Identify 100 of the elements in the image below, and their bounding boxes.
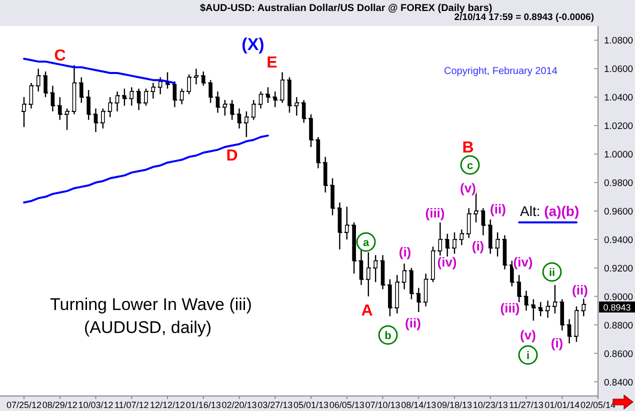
text: 0.8943 (603, 302, 631, 312)
candlestick (201, 70, 206, 86)
x-tick-label: 07/10/13 (365, 400, 400, 410)
candlestick (280, 72, 284, 104)
candlestick (424, 273, 428, 307)
candlestick (344, 206, 349, 240)
annotation: A (361, 302, 374, 320)
annotation: (ii) (405, 316, 421, 331)
candlestick (36, 68, 40, 92)
candlestick (180, 88, 184, 105)
y-tick-label: 1.0000 (604, 150, 634, 161)
candlestick (151, 82, 156, 100)
candlestick (316, 136, 320, 169)
x-tick-label: 05/01/13 (293, 400, 329, 410)
annotation: (v) (520, 328, 536, 343)
x-tick-label: 11/07/12 (114, 400, 149, 410)
y-tick-label: 0.8600 (604, 348, 634, 360)
y-tick-label: 0.8400 (604, 377, 634, 388)
candlestick (488, 218, 492, 254)
annotation: (ii) (572, 282, 588, 298)
candlestick (237, 108, 242, 130)
annotation: D (226, 148, 238, 165)
annotation: (i) (472, 238, 484, 254)
candlestick (50, 85, 55, 112)
candlestick (58, 96, 62, 121)
candlestick (567, 318, 572, 344)
x-tick-label: 01/16/13 (186, 400, 221, 410)
candlestick (94, 108, 98, 133)
x-tick-label: 03/27/13 (258, 400, 293, 410)
candlestick (172, 80, 177, 108)
candlestick (380, 254, 385, 290)
candlestick (460, 228, 464, 246)
annotation: i (526, 350, 530, 362)
y-tick-label: 1.0400 (604, 92, 634, 104)
annotation: (v) (460, 180, 476, 196)
annotation: Copyright, February 2014 (444, 66, 558, 77)
chart-title: $AUD-USD: Australian Dollar/US Dollar @ FOREX (Daily bars) (200, 3, 492, 14)
candlestick (258, 90, 263, 110)
candlestick (546, 300, 550, 318)
candlestick (481, 208, 486, 236)
candlestick (216, 90, 220, 114)
annotation: (iv) (513, 254, 533, 270)
y-tick-label: 0.9200 (604, 263, 634, 274)
candlestick (72, 64, 76, 115)
annotation: c (466, 160, 474, 172)
candlestick (136, 88, 141, 111)
y-tick-label: 0.8800 (604, 320, 634, 332)
annotation: (X) (242, 34, 264, 54)
candlestick (130, 86, 134, 106)
candlestick (582, 297, 586, 317)
candlestick (438, 222, 442, 258)
x-tick-label: 09/18/13 (436, 400, 472, 410)
candlestick (359, 248, 364, 286)
candlestick (502, 234, 507, 270)
y-tick-label: 0.9400 (604, 234, 634, 246)
x-tick-label: 06/05/13 (329, 400, 364, 410)
line-series (23, 134, 269, 204)
annotation: C (54, 48, 66, 65)
x-tick-label: 01/01/14 (544, 400, 580, 410)
y-tick-label: 0.9600 (604, 206, 634, 218)
y-tick-label: 0.9800 (604, 178, 634, 190)
candlestick (158, 76, 162, 95)
annotation: (iii) (500, 300, 520, 316)
candlestick (524, 290, 528, 312)
x-tick-label: 08/29/12 (42, 400, 78, 410)
annotation: a (362, 237, 370, 249)
candlestick (302, 99, 306, 124)
x-tick-label: 02/20/13 (222, 400, 257, 410)
annotation: ii (548, 267, 556, 279)
x-tick-label: 11/27/13 (509, 400, 544, 410)
x-tick-label: 10/23/13 (472, 400, 508, 410)
y-tick-label: 0.9000 (604, 292, 634, 303)
y-tick-label: 1.0800 (604, 36, 634, 47)
candlestick (560, 298, 564, 332)
annotation: B (462, 140, 474, 157)
candlestick (273, 90, 278, 108)
candlestick (29, 82, 34, 110)
candlestick (338, 202, 342, 250)
x-tick-label: 07/25/12 (6, 400, 42, 410)
candlestick (416, 287, 421, 313)
x-tick-label: 08/14/13 (401, 400, 436, 410)
y-tick-label: 1.0600 (604, 64, 634, 76)
annotation: (i) (550, 336, 564, 351)
x-tick-label: 12/12/12 (150, 400, 186, 410)
x-tick-label: 10/03/12 (78, 400, 114, 410)
annotation: E (266, 54, 278, 72)
y-tick-label: 1.0200 (604, 121, 634, 132)
annotation: (iii) (425, 206, 445, 221)
candlestick (445, 233, 450, 258)
candlestick (402, 263, 406, 290)
annotation: (AUDUSD, daily) (84, 318, 212, 337)
annotation: Alt: (a)(b) (520, 203, 580, 219)
annotation: Turning Lower In Wave (iii) (50, 295, 252, 314)
candlestick (323, 156, 328, 194)
candlestick (466, 208, 471, 239)
annotation: (iv) (437, 254, 457, 270)
candlestick (294, 96, 299, 116)
text: 2/10/14 17:59 = 0.8943 (-0.0006) (454, 12, 594, 23)
annotation: (ii) (490, 202, 506, 217)
annotation: (i) (398, 244, 412, 260)
